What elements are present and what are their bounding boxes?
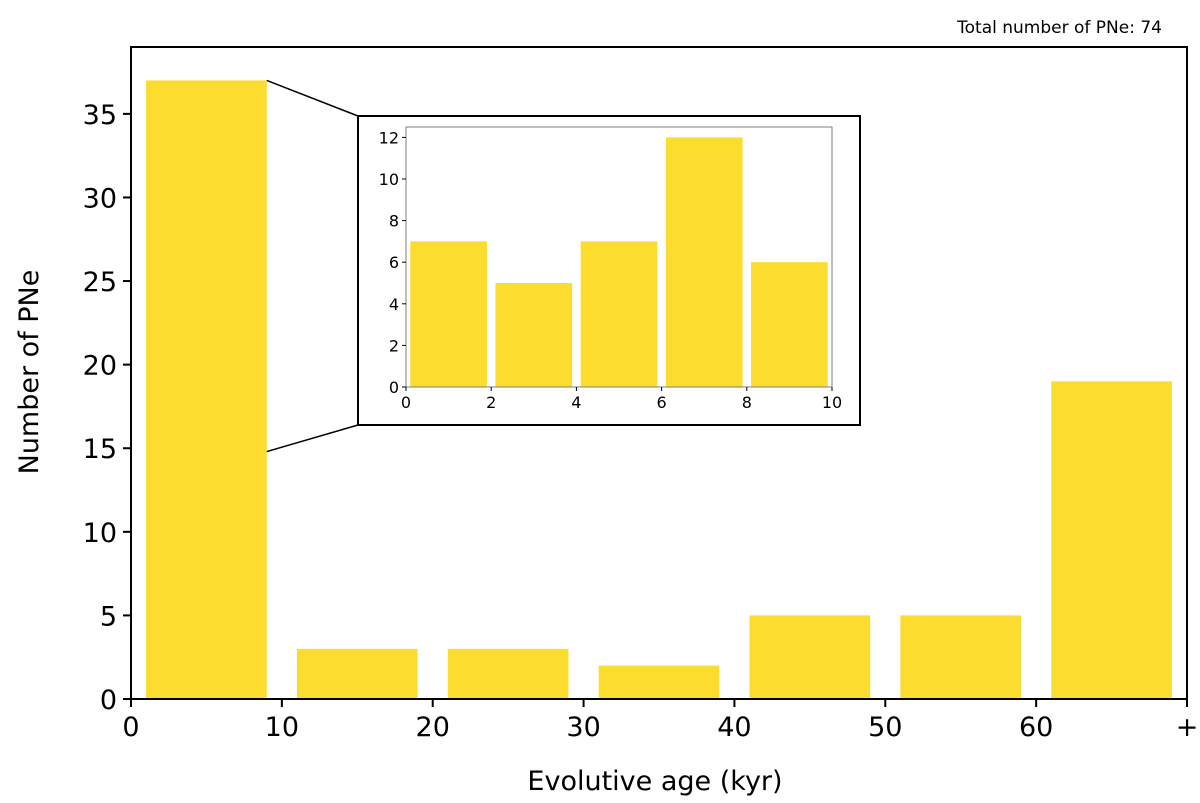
zoom-line-top — [266, 79, 359, 117]
x-tick-label: 40 — [717, 712, 751, 743]
inset-y-tick-label: 0 — [389, 378, 399, 397]
inset-plot-frame — [405, 126, 833, 388]
main-bars — [146, 80, 1172, 699]
bar-2 — [447, 648, 569, 699]
y-tick-label: 10 — [83, 518, 117, 549]
inset-y-tick-label: 10 — [379, 170, 399, 189]
y-tick-label: 5 — [100, 601, 117, 632]
inset-chart: 0 2 4 6 8 10 0 2 4 6 8 10 12 — [357, 115, 861, 426]
bar-4 — [749, 615, 871, 699]
inset-y-tick-label: 2 — [389, 336, 399, 355]
y-tick-label: 25 — [83, 267, 117, 298]
inset-x-tick-label: 4 — [571, 393, 581, 412]
plot-frame — [130, 46, 1188, 700]
zoom-line-bottom — [266, 424, 359, 453]
y-tick-label: 35 — [83, 100, 117, 131]
inset-y-tick-label: 6 — [389, 253, 399, 272]
x-tick-label: 30 — [566, 712, 600, 743]
y-axis-label: Number of PNe — [14, 270, 45, 475]
x-tick-label: + — [1176, 712, 1199, 743]
y-tick-label: 15 — [83, 434, 117, 465]
y-tick-label: 0 — [100, 685, 117, 716]
inset-x-tick-label: 6 — [657, 393, 667, 412]
inset-bar-4 — [751, 262, 828, 387]
x-tick-label: 60 — [1019, 712, 1053, 743]
inset-y-tick-label: 8 — [389, 212, 399, 231]
x-tick-label: 10 — [265, 712, 299, 743]
bar-3 — [598, 665, 720, 699]
inset-bar-0 — [410, 241, 487, 387]
inset-bar-2 — [580, 241, 658, 387]
y-tick-label: 20 — [83, 351, 117, 382]
total-annotation: Total number of PNe: 74 — [956, 18, 1162, 38]
x-axis-label: Evolutive age (kyr) — [527, 766, 782, 797]
bar-5 — [900, 615, 1022, 699]
bar-1 — [296, 648, 418, 699]
inset-bar-1 — [495, 283, 573, 387]
inset-bar-3 — [665, 137, 743, 387]
x-tick-label: 50 — [868, 712, 902, 743]
inset-y-tick-label: 4 — [389, 295, 399, 314]
x-tick-label: 0 — [122, 712, 139, 743]
bar-6 — [1051, 381, 1172, 699]
inset-x-tick-label: 10 — [822, 393, 842, 412]
inset-x-tick-label: 0 — [401, 393, 411, 412]
y-tick-label: 30 — [83, 183, 117, 214]
x-tick-label: 20 — [416, 712, 450, 743]
bar-0 — [146, 80, 267, 699]
inset-x-tick-label: 8 — [742, 393, 752, 412]
inset-x-tick-label: 2 — [486, 393, 496, 412]
zoom-connector-lines — [266, 79, 359, 453]
inset-y-tick-label: 12 — [379, 128, 399, 147]
